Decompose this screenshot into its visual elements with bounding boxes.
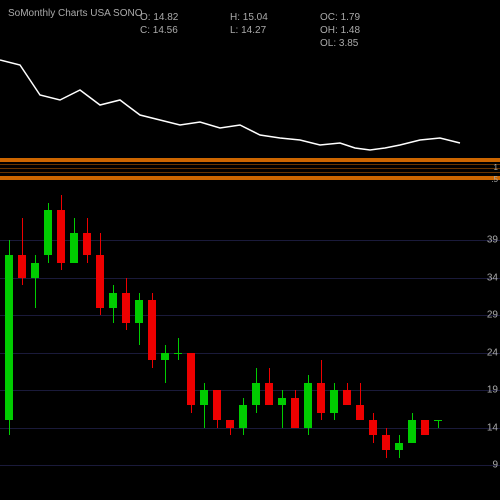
candle-body — [96, 255, 104, 308]
grid-line — [0, 315, 500, 316]
chart-container: SoMonthly Charts USA SONO O: 14.82 H: 15… — [0, 0, 500, 500]
candle-body — [369, 420, 377, 435]
y-axis-label: 34 — [487, 272, 498, 283]
candle-body — [174, 353, 182, 354]
candle-wick — [282, 390, 283, 428]
candle-body — [122, 293, 130, 323]
candle-body — [343, 390, 351, 405]
candle-body — [421, 420, 429, 435]
y-axis-label: 14 — [487, 422, 498, 433]
candle-body — [434, 420, 442, 421]
y-axis-label: 24 — [487, 347, 498, 358]
candle-body — [5, 255, 13, 420]
candle-body — [148, 300, 156, 360]
candle-body — [18, 255, 26, 278]
candle-body — [31, 263, 39, 278]
candle-body — [304, 383, 312, 428]
candle-body — [382, 435, 390, 450]
grid-line — [0, 465, 500, 466]
y-axis-label: 29 — [487, 310, 498, 321]
candle-body — [317, 383, 325, 413]
candle-body — [330, 390, 338, 413]
candle-body — [395, 443, 403, 451]
indicator-chart — [0, 0, 500, 200]
candle-body — [252, 383, 260, 406]
candle-body — [356, 405, 364, 420]
candle-body — [57, 210, 65, 263]
candle-body — [291, 398, 299, 428]
y-axis-label: 9 — [492, 460, 498, 471]
candle-body — [44, 210, 52, 255]
candle-body — [265, 383, 273, 406]
grid-line — [0, 353, 500, 354]
candle-body — [109, 293, 117, 308]
grid-line — [0, 278, 500, 279]
candle-wick — [165, 345, 166, 383]
candle-body — [135, 300, 143, 323]
candle-wick — [178, 338, 179, 361]
y-axis-label: 39 — [487, 235, 498, 246]
candle-wick — [438, 420, 439, 428]
candle-body — [408, 420, 416, 443]
grid-line — [0, 390, 500, 391]
candle-body — [278, 398, 286, 406]
candle-body — [226, 420, 234, 428]
candle-body — [70, 233, 78, 263]
candle-body — [200, 390, 208, 405]
candle-body — [161, 353, 169, 361]
y-axis-label: 19 — [487, 385, 498, 396]
candle-body — [187, 353, 195, 406]
candle-body — [83, 233, 91, 256]
candle-body — [239, 405, 247, 428]
candle-body — [213, 390, 221, 420]
